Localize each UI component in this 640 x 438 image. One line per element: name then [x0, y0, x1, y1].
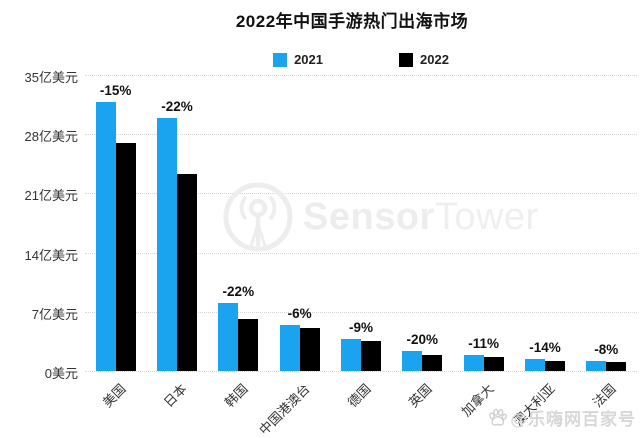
bar-2022	[299, 327, 320, 371]
x-category-label: 德国	[344, 381, 374, 411]
source-watermark-text: @乐嗨网百家号	[510, 410, 636, 429]
percent-change-label: -15%	[99, 83, 132, 99]
sensortower-text-light: Tower	[434, 196, 539, 238]
bar-2022	[544, 360, 565, 371]
y-tick-label: 7亿美元	[31, 306, 78, 322]
percent-change-label: -22%	[161, 99, 193, 115]
bar-2021	[524, 359, 545, 371]
percent-change-label: -14%	[529, 340, 561, 356]
bar-group: -15% 美国	[95, 75, 136, 410]
bar-2022	[238, 318, 259, 371]
legend-item-2021: 2021	[273, 52, 323, 67]
bar-2021	[279, 325, 300, 371]
bar-2021	[402, 350, 423, 371]
bar-2021	[340, 338, 361, 371]
gridline	[85, 134, 637, 136]
sensortower-logo-icon	[223, 182, 293, 252]
percent-change-label: -6%	[287, 306, 312, 322]
x-category-label: 英国	[406, 381, 436, 411]
gridline	[85, 193, 637, 195]
sensortower-logo-text: SensorTower	[303, 198, 539, 236]
plot-area: -15% 美国 -22% 日本 -22% 韩国 -6% 中国港澳台 -9% 德国 -20% 英国 -11…	[85, 75, 637, 438]
bar-2022	[606, 361, 627, 371]
legend-swatch-2022-icon	[399, 52, 413, 67]
bar-group: -8% 法国	[586, 75, 627, 410]
bar-group: -20% 英国	[402, 75, 443, 410]
chart-legend: 2021 2022	[85, 52, 637, 67]
sensortower-watermark: SensorTower	[221, 180, 539, 254]
percent-change-label: -20%	[406, 331, 439, 347]
sensortower-text-bold: Sensor	[303, 196, 435, 238]
legend-label-2022: 2022	[420, 52, 449, 67]
baidu-paw-icon	[489, 408, 508, 426]
bar-2022	[360, 341, 381, 371]
percent-change-label: -11%	[468, 335, 500, 351]
bar-2022	[422, 354, 443, 371]
x-category-label: 美国	[99, 381, 129, 411]
bar-2021	[156, 118, 177, 371]
bar-2022	[115, 142, 136, 371]
legend-item-2022: 2022	[399, 52, 449, 67]
gridline	[85, 311, 637, 313]
bar-group: -22% 韩国	[218, 75, 259, 410]
bar-2021	[586, 360, 607, 371]
bar-group: -11% 加拿大	[458, 75, 504, 419]
bar-2022	[483, 356, 504, 371]
bar-2022	[176, 173, 197, 371]
x-category-label: 韩国	[222, 381, 252, 411]
percent-change-label: -8%	[594, 341, 619, 357]
bar-2021	[95, 102, 116, 371]
gridline	[85, 371, 637, 372]
bar-group: -9% 德国	[340, 75, 381, 410]
y-tick-label: 14亿美元	[24, 247, 78, 263]
percent-change-label: -22%	[222, 284, 255, 300]
y-axis: 0美元 7亿美元 14亿美元 21亿美元 28亿美元 35亿美元	[0, 70, 78, 381]
bar-group: -22% 日本	[156, 75, 197, 410]
x-category-label: 日本	[160, 381, 190, 411]
bar-2021	[463, 354, 484, 371]
x-category-label: 中国港澳台	[255, 381, 313, 438]
bar-group: -14% 澳大利亚	[510, 75, 565, 429]
bars-container: -15% 美国 -22% 日本 -22% 韩国 -6% 中国港澳台 -9% 德国 -20% 英国 -11…	[85, 75, 637, 438]
source-watermark: @乐嗨网百家号	[488, 405, 636, 430]
bar-group: -6% 中国港澳台	[256, 75, 320, 438]
y-tick-label: 0美元	[44, 366, 78, 381]
gridline	[85, 75, 637, 76]
y-tick-label: 21亿美元	[24, 188, 78, 204]
y-tick-label: 35亿美元	[24, 70, 78, 85]
gridline	[85, 252, 637, 254]
legend-swatch-2021-icon	[273, 52, 288, 67]
legend-label-2021: 2021	[294, 52, 323, 67]
bar-2021	[218, 303, 239, 371]
percent-change-label: -9%	[348, 319, 373, 335]
chart-title: 2022年中国手游热门出海市场	[235, 12, 469, 31]
y-tick-label: 28亿美元	[24, 129, 78, 145]
